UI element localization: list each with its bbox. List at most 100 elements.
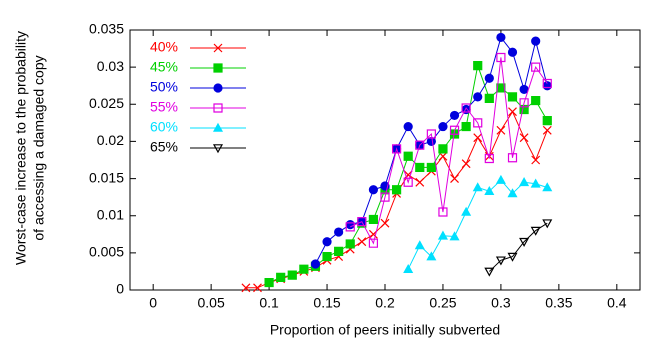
- marker: [542, 125, 552, 135]
- marker: [449, 125, 460, 135]
- marker: [241, 283, 251, 293]
- series-line: [350, 57, 548, 245]
- x-tick-label: 0.4: [607, 295, 627, 311]
- marker: [403, 263, 414, 273]
- marker: [438, 144, 448, 154]
- legend-marker: [213, 83, 223, 93]
- marker: [368, 214, 379, 225]
- legend-label: 55%: [150, 99, 178, 115]
- marker: [403, 177, 413, 187]
- marker: [403, 121, 413, 132]
- marker: [530, 178, 541, 188]
- marker: [334, 246, 344, 256]
- marker: [299, 264, 309, 274]
- legend-label: 45%: [150, 59, 178, 75]
- marker: [461, 206, 472, 216]
- marker: [357, 217, 367, 227]
- legend-label: 65%: [150, 139, 178, 155]
- marker: [495, 256, 506, 266]
- marker: [484, 185, 495, 195]
- marker: [426, 251, 437, 261]
- marker: [310, 259, 321, 269]
- plot-frame: [129, 29, 641, 291]
- marker: [345, 222, 355, 232]
- legend-marker: [213, 103, 223, 113]
- marker: [322, 251, 332, 262]
- marker: [449, 231, 460, 241]
- marker: [531, 36, 541, 46]
- y-tick-label: 0.015: [89, 169, 124, 185]
- legend-marker: [213, 43, 223, 53]
- series-line: [315, 36, 548, 265]
- x-tick-label: 0.35: [545, 295, 572, 311]
- marker: [415, 177, 425, 187]
- series-line: [488, 222, 548, 272]
- x-tick-label: 0.2: [375, 295, 395, 311]
- marker: [519, 237, 530, 247]
- marker: [461, 103, 471, 113]
- marker: [368, 185, 379, 195]
- marker: [334, 227, 344, 237]
- marker: [391, 185, 402, 195]
- legend-marker: [212, 122, 224, 132]
- marker: [484, 267, 495, 277]
- marker: [507, 252, 518, 262]
- marker: [542, 182, 553, 192]
- marker: [496, 125, 506, 135]
- y-tick-label: 0: [116, 281, 124, 297]
- marker: [450, 174, 459, 183]
- y-tick-label: 0.035: [89, 21, 124, 37]
- legend-label: 50%: [150, 79, 178, 95]
- marker: [461, 121, 471, 132]
- marker: [542, 219, 553, 229]
- y-tick-label: 0.02: [97, 132, 124, 148]
- marker: [484, 73, 494, 83]
- marker: [345, 220, 355, 230]
- marker: [484, 93, 494, 103]
- marker: [415, 140, 425, 150]
- x-axis-label: Proportion of peers initially subverted: [270, 322, 500, 338]
- legend-marker: [213, 63, 223, 73]
- marker: [345, 239, 355, 249]
- marker: [519, 98, 529, 108]
- marker: [391, 144, 402, 154]
- marker: [542, 116, 552, 126]
- marker: [322, 237, 332, 247]
- marker: [403, 151, 413, 161]
- marker: [426, 129, 436, 139]
- marker: [380, 192, 390, 202]
- marker: [449, 110, 460, 121]
- marker: [357, 237, 367, 247]
- marker: [496, 52, 506, 63]
- marker: [461, 159, 471, 169]
- marker: [530, 226, 541, 236]
- marker: [507, 47, 518, 57]
- marker: [473, 61, 483, 71]
- marker: [495, 174, 506, 184]
- marker: [531, 155, 541, 165]
- marker: [438, 121, 448, 132]
- y-tick-label: 0.01: [97, 206, 124, 222]
- y-tick-label: 0.025: [89, 95, 124, 111]
- marker: [496, 32, 506, 43]
- y-tick-label: 0.005: [89, 244, 124, 260]
- marker: [531, 95, 541, 106]
- y-axis-label: Worst-case increase to the probability: [13, 31, 29, 265]
- marker: [380, 218, 390, 228]
- marker: [507, 92, 518, 102]
- x-tick-label: 0.15: [313, 295, 340, 311]
- legend-label: 60%: [150, 119, 178, 135]
- legend-marker: [212, 144, 224, 154]
- marker: [426, 136, 436, 147]
- marker: [473, 133, 483, 143]
- x-tick-label: 0: [149, 295, 157, 311]
- x-tick-label: 0.3: [491, 295, 511, 311]
- marker: [472, 182, 483, 192]
- marker: [507, 188, 518, 198]
- marker: [253, 283, 262, 293]
- marker: [531, 62, 541, 72]
- marker: [276, 272, 286, 282]
- marker: [415, 162, 425, 173]
